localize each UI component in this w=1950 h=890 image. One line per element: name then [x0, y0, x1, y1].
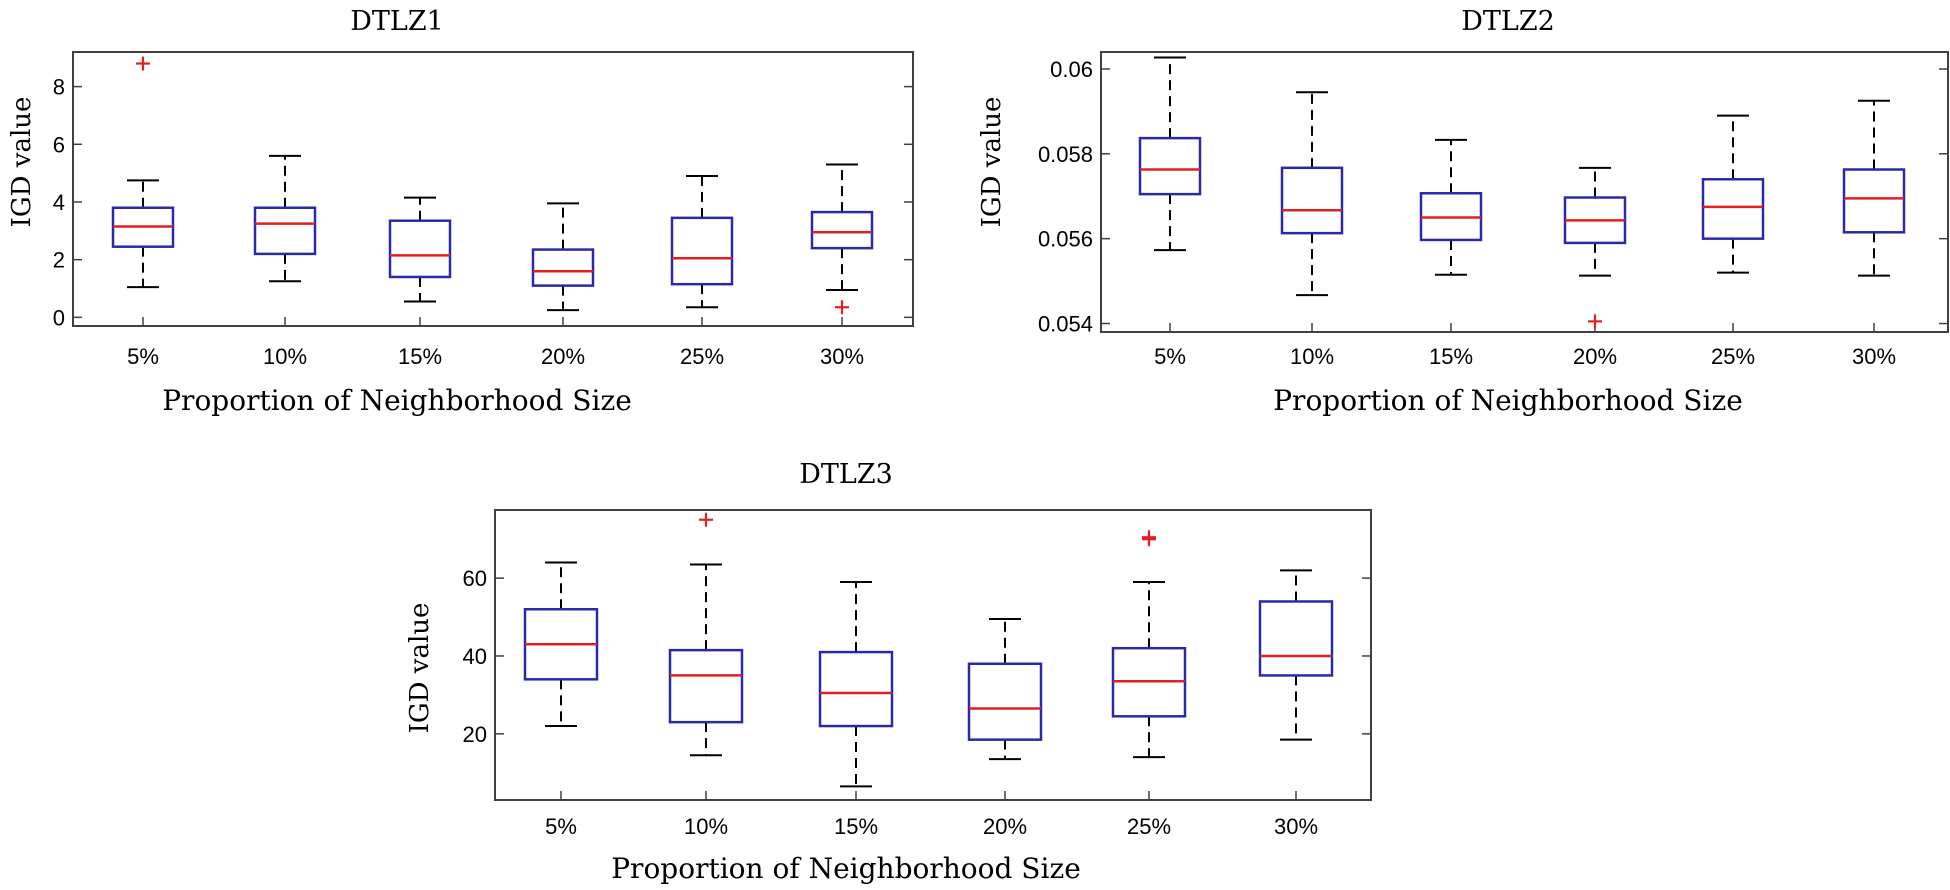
y-tick-label: 2: [53, 248, 65, 273]
x-tick-label: 15%: [1429, 344, 1473, 369]
x-tick-label: 20%: [983, 814, 1027, 839]
outlier-marker: [1588, 314, 1602, 329]
box-iqr: [1258, 600, 1334, 677]
plot-area: 0.054 0.056 0.058 0.06 5% 10% 15% 20% 25% 30%: [1038, 56, 1948, 369]
box-iqr: [1138, 136, 1202, 196]
outlier-marker: [835, 300, 849, 315]
plot-area: 20 40 60 5% 10% 15% 20% 25% 30%: [463, 512, 1371, 839]
chart-title: DTLZ1: [350, 6, 444, 37]
x-tick-label: 15%: [834, 814, 878, 839]
x-axis-label: Proportion of Neighborhood Size: [611, 852, 1081, 885]
outlier-marker: [1142, 530, 1156, 545]
x-tick-label: 20%: [1573, 344, 1617, 369]
y-tick-label: 8: [53, 75, 65, 100]
y-tick-label: 6: [53, 132, 65, 157]
y-axis-label: IGD value: [7, 97, 37, 228]
y-tick-label: 0: [53, 305, 65, 330]
y-axis-label: IGD value: [405, 603, 435, 734]
x-tick-label: 10%: [684, 814, 728, 839]
x-tick-label: 5%: [545, 814, 577, 839]
x-tick-label: 10%: [263, 344, 307, 369]
chart-dtlz3: DTLZ3 IGD value Proportion of Neighborho…: [405, 459, 1372, 885]
outlier-marker: [699, 512, 713, 527]
axes-frame: [72, 51, 914, 327]
box-iqr: [818, 650, 894, 728]
outlier-marker: [136, 56, 150, 71]
box-iqr: [1842, 168, 1906, 234]
x-tick-label: 30%: [820, 344, 864, 369]
x-tick-label: 30%: [1274, 814, 1318, 839]
x-tick-label: 25%: [1711, 344, 1755, 369]
chart-title: DTLZ3: [799, 459, 893, 490]
x-axis-label: Proportion of Neighborhood Size: [1273, 384, 1743, 417]
box-iqr: [1280, 166, 1344, 235]
chart-title: DTLZ2: [1461, 6, 1555, 37]
y-tick-label: 40: [463, 644, 487, 669]
chart-dtlz1: DTLZ1 IGD value Proportion of Neighborho…: [7, 6, 914, 417]
y-axis-label: IGD value: [977, 97, 1007, 228]
box-iqr: [810, 210, 874, 250]
box-iqr: [1701, 178, 1765, 240]
axes-frame: [1100, 51, 1949, 333]
box-iqr: [253, 206, 317, 256]
x-tick-label: 30%: [1852, 344, 1896, 369]
box-iqr: [670, 216, 734, 286]
x-axis-label: Proportion of Neighborhood Size: [162, 384, 632, 417]
y-tick-label: 0.06: [1050, 57, 1093, 82]
x-tick-label: 15%: [398, 344, 442, 369]
y-tick-label: 0.056: [1038, 227, 1093, 252]
y-tick-label: 0.058: [1038, 142, 1093, 167]
y-tick-label: 20: [463, 722, 487, 747]
chart-dtlz2: DTLZ2 IGD value Proportion of Neighborho…: [977, 6, 1949, 417]
x-tick-label: 25%: [1127, 814, 1171, 839]
box-iqr: [388, 219, 452, 279]
y-tick-label: 0.054: [1038, 312, 1093, 337]
x-tick-label: 5%: [127, 344, 159, 369]
axes-frame: [494, 509, 1372, 801]
box-iqr: [668, 648, 744, 724]
box-iqr: [967, 662, 1043, 741]
y-tick-label: 60: [463, 566, 487, 591]
x-tick-label: 20%: [541, 344, 585, 369]
x-tick-label: 25%: [680, 344, 724, 369]
plot-area: 0 2 4 6 8 5% 10% 15% 20% 25% 30%: [53, 56, 913, 369]
x-tick-label: 5%: [1154, 344, 1186, 369]
y-tick-label: 4: [53, 190, 65, 215]
box-iqr: [531, 248, 595, 287]
x-tick-label: 10%: [1290, 344, 1334, 369]
